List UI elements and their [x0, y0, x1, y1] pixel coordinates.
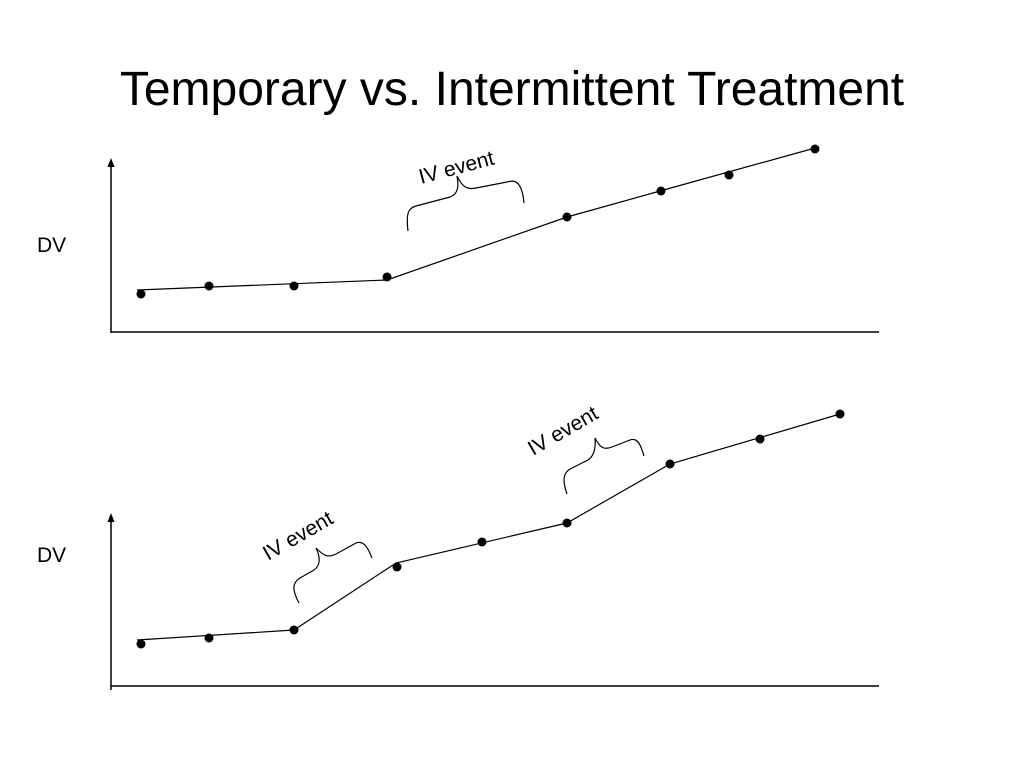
data-point [562, 518, 572, 528]
iv-event-label: IV event [259, 507, 337, 566]
y-axis [107, 513, 115, 690]
panel-temporary: DV IV event [37, 144, 879, 333]
slide-title: Temporary vs. Intermittent Treatment [119, 63, 905, 116]
data-point [562, 212, 572, 222]
data-point [382, 272, 392, 282]
data-point [477, 537, 487, 547]
data-point [392, 562, 402, 572]
iv-event-brace [293, 541, 373, 604]
data-point [835, 409, 845, 419]
iv-event-label: IV event [416, 147, 497, 189]
data-point [289, 281, 299, 291]
y-axis-label: DV [37, 234, 66, 257]
panel-intermittent: DV IV event IV event [37, 402, 879, 690]
y-axis-label: DV [37, 544, 66, 567]
data-point [136, 639, 146, 649]
data-point [656, 186, 666, 196]
data-point [755, 434, 765, 444]
data-point [724, 170, 734, 180]
trend-line [136, 413, 841, 641]
iv-event-label: IV event [524, 402, 602, 461]
iv-event-brace [563, 437, 645, 495]
data-point [810, 144, 820, 154]
data-point [289, 625, 299, 635]
data-points [136, 144, 820, 299]
iv-event-brace [406, 175, 525, 232]
data-point [665, 459, 675, 469]
data-point [136, 289, 146, 299]
data-point [204, 281, 214, 291]
data-point [204, 633, 214, 643]
data-points [136, 409, 845, 649]
y-axis [107, 158, 115, 333]
